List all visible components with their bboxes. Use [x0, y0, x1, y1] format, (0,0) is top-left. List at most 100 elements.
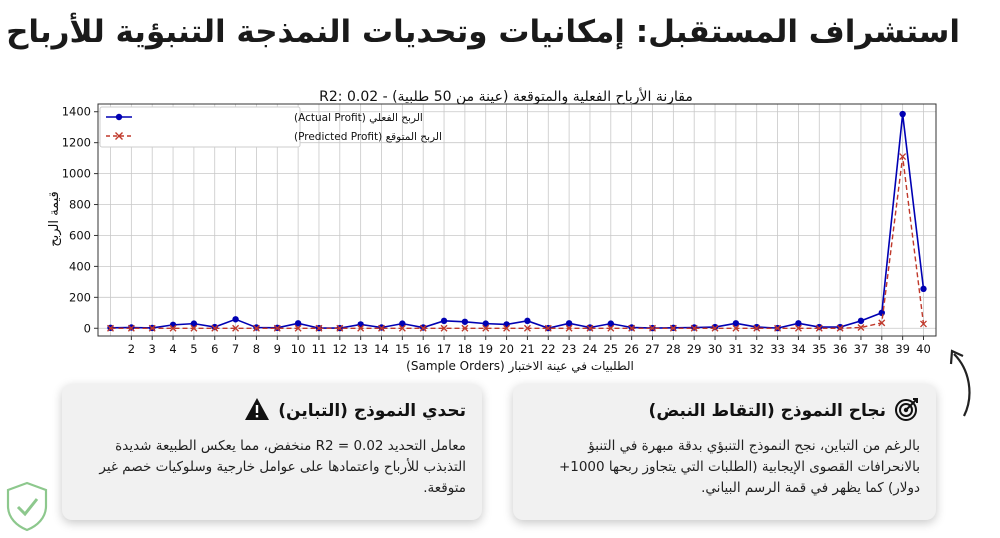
predicted-profit-point [378, 324, 385, 332]
predicted-profit-point [711, 324, 719, 332]
x-tick-label: 10 [291, 342, 306, 356]
legend-actual-marker [115, 113, 123, 121]
predicted-profit-point [836, 324, 844, 332]
predicted-profit-point [273, 324, 281, 332]
y-tick-label: 600 [69, 228, 91, 242]
predicted-profit-point [419, 324, 427, 332]
predicted-profit-point [565, 324, 573, 332]
predicted-profit-point [794, 324, 802, 332]
actual-profit-point [399, 320, 406, 327]
challenge-card: تحدي النموذج (التباين) معامل التحديد R2 … [62, 384, 482, 520]
predicted-profit-point [878, 319, 886, 327]
x-tick-label: 31 [729, 342, 744, 356]
actual-profit-point [211, 323, 218, 331]
predicted-profit-point [753, 324, 761, 332]
x-tick-label: 18 [458, 342, 473, 356]
x-tick-label: 24 [583, 342, 598, 356]
x-tick-label: 33 [770, 342, 785, 356]
predicted-profit-point [190, 324, 198, 332]
x-tick-label: 39 [895, 342, 910, 356]
predicted-profit-point [690, 324, 698, 332]
predicted-profit-point [440, 324, 448, 332]
warning-icon [244, 397, 270, 425]
x-tick-label: 40 [916, 342, 931, 356]
success-card-header: نجاح النموذج (التقاط النبض) [529, 396, 920, 426]
y-axis-ticks: 0 200 400 600 800 1000 1200 1400 [62, 105, 98, 335]
actual-profit-point [232, 316, 239, 323]
target-icon [894, 396, 920, 426]
x-tick-label: 26 [624, 342, 639, 356]
actual-profit-point [899, 110, 906, 118]
x-tick-label: 11 [312, 342, 327, 356]
chart-title: مقارنة الأرباح الفعلية والمتوقعة (عينة م… [319, 87, 693, 105]
x-axis-label: الطلبيات في عينة الاختبار (Sample Orders… [406, 359, 634, 374]
predicted-profit-point [461, 324, 469, 332]
x-tick-label: 9 [274, 342, 281, 356]
chart-legend: الربح الفعلي (Actual Profit) الربح المتو… [99, 106, 442, 148]
predicted-profit-point [732, 324, 740, 332]
y-tick-label: 200 [69, 290, 91, 304]
actual-profit-point [169, 321, 177, 329]
predicted-profit-point [211, 324, 219, 332]
y-axis-label: قيمة الربح [47, 191, 62, 247]
x-tick-label: 34 [791, 342, 806, 356]
legend-predicted-marker [115, 132, 123, 140]
predicted-profit-point [357, 324, 365, 332]
predicted-profit-point [899, 153, 907, 161]
actual-profit-point [294, 320, 302, 327]
predicted-profit-point [628, 324, 636, 332]
x-tick-label: 20 [499, 342, 514, 356]
challenge-card-header: تحدي النموذج (التباين) [78, 396, 466, 426]
predicted-profit-point [232, 324, 240, 332]
legend-actual-label: الربح الفعلي (Actual Profit) [294, 112, 423, 124]
y-tick-label: 400 [69, 259, 91, 273]
y-tick-label: 0 [84, 321, 91, 335]
actual-profit-point [816, 323, 823, 331]
predicted-profit-point [523, 324, 531, 332]
actual-profit-point [920, 285, 927, 293]
x-tick-label: 21 [520, 342, 535, 356]
x-tick-label: 2 [128, 342, 135, 356]
actual-profit-point [607, 320, 615, 327]
y-tick-label: 1200 [62, 136, 91, 150]
actual-profit-point [190, 320, 198, 327]
predicted-profit-point [315, 324, 323, 332]
x-tick-label: 27 [645, 342, 660, 356]
actual-profit-point [753, 323, 760, 331]
success-card: نجاح النموذج (التقاط النبض) بالرغم من ال… [513, 384, 936, 520]
predicted-profit-point [127, 324, 135, 332]
actual-profit-point [857, 317, 865, 325]
actual-profit-point [524, 317, 531, 325]
actual-profit-point [440, 317, 448, 325]
challenge-card-body: معامل التحديد R2 = 0.02 منخفض، مما يعكس … [99, 438, 466, 496]
predicted-profit-point [107, 324, 114, 332]
legend-predicted-label: الربح المتوقع (Predicted Profit) [294, 131, 442, 143]
x-tick-label: 7 [232, 342, 239, 356]
predicted-profit-point [607, 324, 615, 332]
predicted-profit-line [110, 156, 925, 329]
x-tick-label: 12 [332, 342, 347, 356]
y-tick-label: 1000 [62, 167, 91, 181]
chart-series [107, 110, 927, 332]
challenge-card-title: تحدي النموذج (التباين) [278, 401, 466, 421]
x-tick-label: 30 [708, 342, 723, 356]
predicted-profit-point [148, 324, 156, 332]
x-tick-label: 35 [812, 342, 827, 356]
x-tick-label: 36 [833, 342, 848, 356]
actual-profit-point [482, 320, 489, 327]
predicted-profit-point [586, 324, 594, 332]
success-card-title: نجاح النموذج (التقاط النبض) [648, 401, 886, 421]
x-tick-label: 13 [353, 342, 368, 356]
predicted-profit-point [774, 324, 782, 332]
predicted-profit-point [252, 324, 260, 332]
predicted-profit-point [503, 324, 511, 332]
x-tick-label: 37 [854, 342, 869, 356]
actual-profit-point [836, 323, 844, 331]
x-tick-label: 32 [749, 342, 764, 356]
x-tick-label: 25 [603, 342, 618, 356]
x-tick-label: 38 [874, 342, 889, 356]
success-card-body: بالرغم من التباين، نجح النموذج التنبؤي ب… [558, 438, 920, 496]
logo-icon [6, 481, 48, 532]
predicted-profit-point [169, 324, 177, 332]
predicted-profit-point [649, 324, 656, 332]
